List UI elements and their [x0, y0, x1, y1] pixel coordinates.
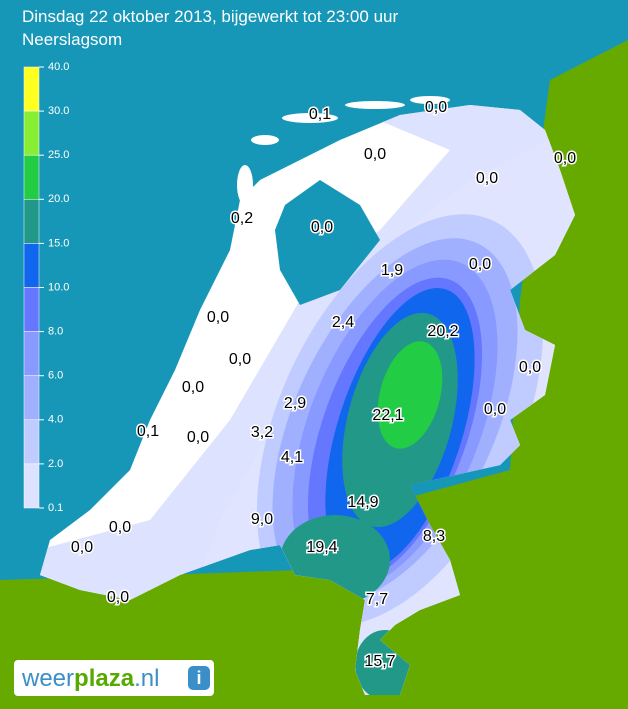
legend-swatch [23, 331, 40, 376]
value-label: 0,0 [519, 359, 541, 376]
legend-swatch [23, 66, 40, 112]
value-label: 1,9 [381, 262, 403, 279]
islands [237, 96, 450, 205]
legend-label: 2.0 [48, 458, 63, 470]
value-label: 0,0 [425, 99, 447, 116]
value-label: 0,0 [187, 429, 209, 446]
value-label: 0,0 [207, 309, 229, 326]
value-label: 7,7 [366, 591, 388, 608]
value-label: 14,9 [347, 494, 378, 511]
value-label: 0,0 [311, 219, 333, 236]
subtitle: Neerslagsom [22, 30, 122, 49]
legend-label: 8.0 [48, 326, 63, 338]
legend-label: 10.0 [48, 281, 69, 293]
logo-box [14, 660, 214, 696]
value-label: 0,1 [137, 423, 159, 440]
legend-swatch [23, 199, 40, 244]
value-label: 0,0 [364, 146, 386, 163]
value-label: 8,3 [423, 528, 445, 545]
legend: 40.0 30.0 25.0 20.0 15.0 10.0 8.0 6.0 4.0 2.0 0.1 [23, 61, 69, 514]
value-label: 22,1 [372, 407, 403, 424]
values: 0,1 0,0 0,0 0,0 0,0 0,2 0,0 1,9 0,0 0,0 2,4 20,2 0,0… [69, 98, 577, 672]
value-label: 9,0 [251, 511, 273, 528]
logo-nl: .nl [134, 665, 159, 692]
legend-label: 0.1 [48, 502, 63, 514]
legend-swatch [23, 287, 40, 332]
value-label: 0,2 [231, 210, 253, 227]
value-label: 0,0 [107, 589, 129, 606]
legend-label: 4.0 [48, 414, 63, 426]
value-label: 0,0 [229, 351, 251, 368]
legend-swatch [23, 110, 40, 156]
legend-label: 30.0 [48, 105, 69, 117]
value-label: 2,9 [284, 395, 306, 412]
legend-swatch [23, 419, 40, 465]
legend-swatch [23, 243, 40, 288]
value-label: 19,4 [306, 539, 337, 556]
legend-label: 6.0 [48, 370, 63, 382]
value-label: 3,2 [251, 424, 273, 441]
legend-swatch [23, 463, 40, 509]
logo-icon: i [196, 668, 201, 688]
value-label: 2,4 [332, 314, 354, 331]
legend-label: 15.0 [48, 237, 69, 249]
value-label: 15,7 [364, 653, 395, 670]
legend-swatch [23, 375, 40, 421]
legend-label: 20.0 [48, 193, 69, 205]
legend-label: 40.0 [48, 61, 69, 73]
value-label: 0,0 [554, 150, 576, 167]
value-label: 0,0 [469, 256, 491, 273]
land-abroad [0, 40, 628, 709]
legend-swatch [23, 154, 40, 200]
logo-icon-box [188, 666, 210, 690]
title: Dinsdag 22 oktober 2013, bijgewerkt tot … [22, 7, 398, 26]
value-label: 0,0 [109, 519, 131, 536]
value-label: 0,0 [476, 170, 498, 187]
value-label: 0,1 [309, 106, 331, 123]
value-label: 0,0 [71, 539, 93, 556]
ijsselmeer [275, 180, 380, 305]
logo-weer: weer [21, 665, 74, 692]
value-label: 0,0 [182, 379, 204, 396]
value-label: 4,1 [281, 449, 303, 466]
value-label: 0,0 [484, 401, 506, 418]
logo-plaza: plaza [74, 665, 135, 692]
value-label: 20,2 [427, 323, 458, 340]
logo: weerplaza.nl [21, 665, 159, 692]
legend-label: 25.0 [48, 149, 69, 161]
